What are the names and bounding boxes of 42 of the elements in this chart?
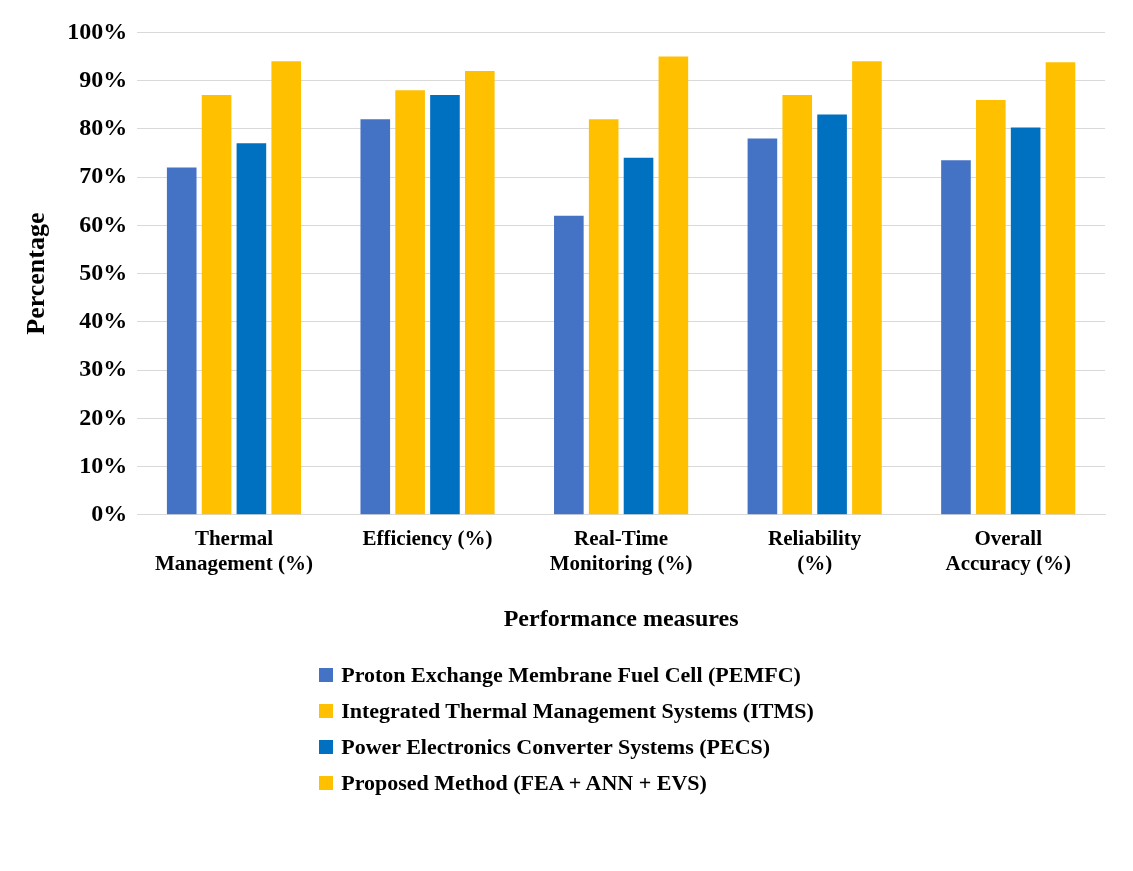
bar — [1010, 127, 1041, 515]
y-tick-label: 80% — [79, 114, 128, 141]
bar — [395, 90, 425, 515]
bar — [201, 95, 232, 515]
bar — [360, 119, 391, 515]
legend-label: Integrated Thermal Management Systems (ITMS) — [341, 698, 814, 724]
y-tick-label: 70% — [79, 162, 128, 189]
bar — [975, 99, 1006, 515]
bar — [658, 56, 689, 515]
y-tick-label: 100% — [67, 17, 128, 44]
y-tick-label: 20% — [79, 403, 128, 430]
x-tick-label: Reliability (%) — [767, 525, 862, 576]
x-tick-label: Efficiency (%) — [362, 525, 493, 550]
bar — [817, 114, 847, 515]
bar — [271, 61, 302, 515]
bar — [852, 61, 882, 515]
x-axis-title: Performance measures — [503, 604, 739, 631]
bar — [1045, 62, 1076, 515]
y-tick-label: 50% — [79, 258, 128, 285]
bar — [166, 167, 197, 515]
y-tick-label: 90% — [79, 65, 128, 92]
bar — [588, 119, 619, 515]
y-tick-label: 0% — [91, 500, 128, 526]
y-tick-label: 60% — [79, 210, 128, 237]
y-axis-title: Percentage — [21, 212, 51, 335]
bar — [782, 95, 813, 515]
bar — [623, 157, 654, 515]
bar — [464, 70, 495, 515]
y-tick-label: 10% — [79, 451, 128, 478]
bar — [236, 143, 267, 515]
bar — [941, 160, 971, 515]
bar — [430, 95, 460, 515]
x-tick-label: Real-Time Monitoring (%) — [549, 525, 693, 576]
x-tick-label: Overall Accuracy (%) — [945, 525, 1071, 576]
legend-label: Proton Exchange Membrane Fuel Cell (PEMFC) — [341, 662, 801, 688]
bar — [747, 138, 778, 515]
legend-label: Power Electronics Converter Systems (PECS) — [341, 734, 771, 760]
y-tick-label: 30% — [79, 355, 128, 382]
bar — [554, 215, 584, 515]
y-tick-label: 40% — [79, 307, 128, 334]
legend-label: Proposed Method (FEA + ANN + EVS) — [341, 770, 707, 796]
x-tick-label: Thermal Management (%) — [154, 525, 314, 576]
